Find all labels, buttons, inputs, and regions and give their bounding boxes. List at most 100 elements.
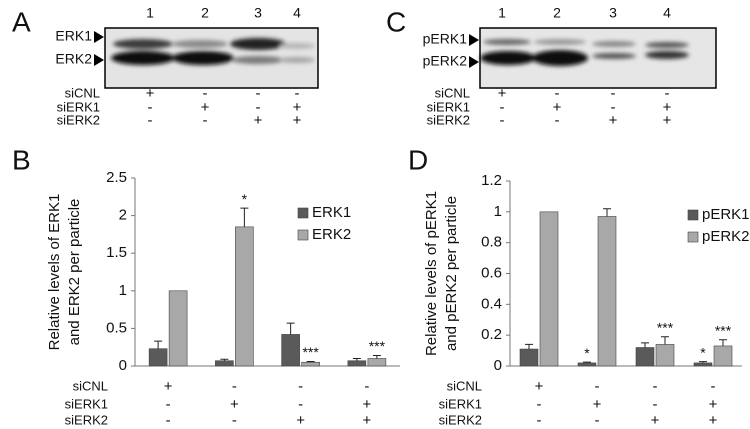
- panel-label: A: [12, 6, 31, 37]
- y-tick-label: 2: [119, 207, 127, 224]
- lane-label: 4: [293, 5, 301, 21]
- y-tick-label: 0.8: [481, 234, 502, 251]
- treatment-mark: -: [537, 412, 542, 429]
- blot-c: [469, 27, 717, 89]
- lane-label: 3: [609, 5, 617, 21]
- error-bar: [525, 343, 533, 350]
- bar: [367, 358, 387, 367]
- bar: [168, 290, 188, 367]
- treatment-mark: +: [709, 412, 718, 429]
- error-bar: [641, 342, 649, 348]
- panel-label: B: [12, 144, 31, 175]
- treatment-mark: -: [166, 396, 171, 413]
- treatment-mark: +: [201, 99, 210, 116]
- bar: [577, 362, 597, 367]
- treatment-mark: -: [298, 378, 303, 395]
- error-bar: [719, 339, 727, 346]
- lane-label: 2: [553, 5, 561, 21]
- legend-label: ERK1: [312, 204, 351, 221]
- band-arrows: [469, 34, 479, 68]
- y-tick-label: 0: [119, 357, 127, 374]
- treatment-mark: +: [709, 396, 718, 413]
- treatment-mark: +: [593, 396, 602, 413]
- treatment-label: siERK2: [439, 412, 482, 427]
- treatment-mark: +: [164, 378, 173, 395]
- y-tick-label: 0.4: [481, 295, 502, 312]
- y-tick-label: 1.2: [481, 172, 502, 189]
- error-bar: [603, 208, 611, 217]
- legend-label: pERK2: [702, 228, 750, 245]
- significance-mark: *: [242, 191, 248, 207]
- treatment-label: siERK1: [57, 99, 100, 114]
- y-tick-label: 1.5: [106, 244, 127, 261]
- y-tick-label: 2.5: [106, 169, 127, 186]
- treatment-mark: +: [293, 112, 302, 129]
- significance-mark: ***: [369, 338, 386, 354]
- y-axis-title: and ERK2 per particle: [66, 199, 83, 346]
- legend-swatch: [297, 207, 309, 219]
- bar: [215, 360, 234, 367]
- legend-swatch: [687, 231, 699, 243]
- bar: [148, 348, 168, 367]
- band-label: pERK2: [423, 53, 468, 69]
- treatment-mark: -: [232, 378, 237, 395]
- treatment-mark: -: [364, 378, 369, 395]
- blot-bands: [480, 39, 689, 66]
- treatment-mark: +: [293, 99, 302, 116]
- y-tick-label: 1: [119, 282, 127, 299]
- treatment-mark: +: [535, 378, 544, 395]
- lane-label: 2: [201, 5, 209, 21]
- y-axis-title: Relative levels of ERK1: [46, 194, 63, 351]
- treatment-mark: +: [498, 85, 507, 102]
- treatment-mark: -: [256, 85, 261, 102]
- error-bar: [306, 360, 315, 363]
- treatment-mark: -: [653, 396, 658, 413]
- treatment-mark: -: [148, 99, 153, 116]
- y-tick-label: 1: [494, 203, 502, 220]
- treatment-mark: -: [232, 412, 237, 429]
- treatment-mark: +: [230, 396, 239, 413]
- treatment-mark: -: [555, 112, 560, 129]
- error-bar: [583, 361, 591, 363]
- y-tick-label: 0.2: [481, 326, 502, 343]
- y-tick-label: 0: [494, 357, 502, 374]
- error-bar: [661, 336, 669, 345]
- error-bar: [372, 354, 381, 359]
- band-arrows: [94, 31, 104, 66]
- significance-mark: ***: [657, 319, 674, 335]
- lane-label: 4: [663, 5, 671, 21]
- blot-bands: [111, 38, 315, 65]
- significance-mark: *: [700, 344, 706, 360]
- treatment-mark: -: [595, 378, 600, 395]
- y-axis-title: Relative levels of pERK1: [423, 191, 440, 356]
- treatment-mark: +: [663, 112, 672, 129]
- error-bar: [240, 207, 249, 227]
- treatment-mark: +: [609, 112, 618, 129]
- bar: [347, 360, 367, 367]
- bar: [635, 347, 655, 367]
- treatment-mark: -: [595, 412, 600, 429]
- treatment-label: siCNL: [435, 85, 470, 100]
- significance-mark: ***: [715, 322, 732, 338]
- treatment-label: siCNL: [65, 85, 100, 100]
- bar: [693, 362, 713, 367]
- treatment-mark: -: [611, 99, 616, 116]
- error-bar: [286, 322, 295, 335]
- lane-label: 3: [254, 5, 262, 21]
- treatment-label: siERK2: [427, 112, 470, 127]
- error-bar: [699, 361, 707, 363]
- treatment-mark: -: [537, 396, 542, 413]
- treatment-mark: -: [148, 112, 153, 129]
- treatment-label: siCNL: [447, 378, 482, 393]
- treatment-mark: +: [651, 412, 660, 429]
- band-label: pERK1: [423, 31, 468, 47]
- treatment-mark: -: [500, 112, 505, 129]
- treatment-mark: +: [362, 396, 371, 413]
- treatment-mark: -: [500, 99, 505, 116]
- treatment-mark: -: [203, 112, 208, 129]
- bar: [655, 344, 675, 367]
- treatment-mark: -: [555, 85, 560, 102]
- bar: [597, 216, 617, 367]
- error-bar: [220, 358, 229, 361]
- significance-mark: *: [584, 345, 590, 361]
